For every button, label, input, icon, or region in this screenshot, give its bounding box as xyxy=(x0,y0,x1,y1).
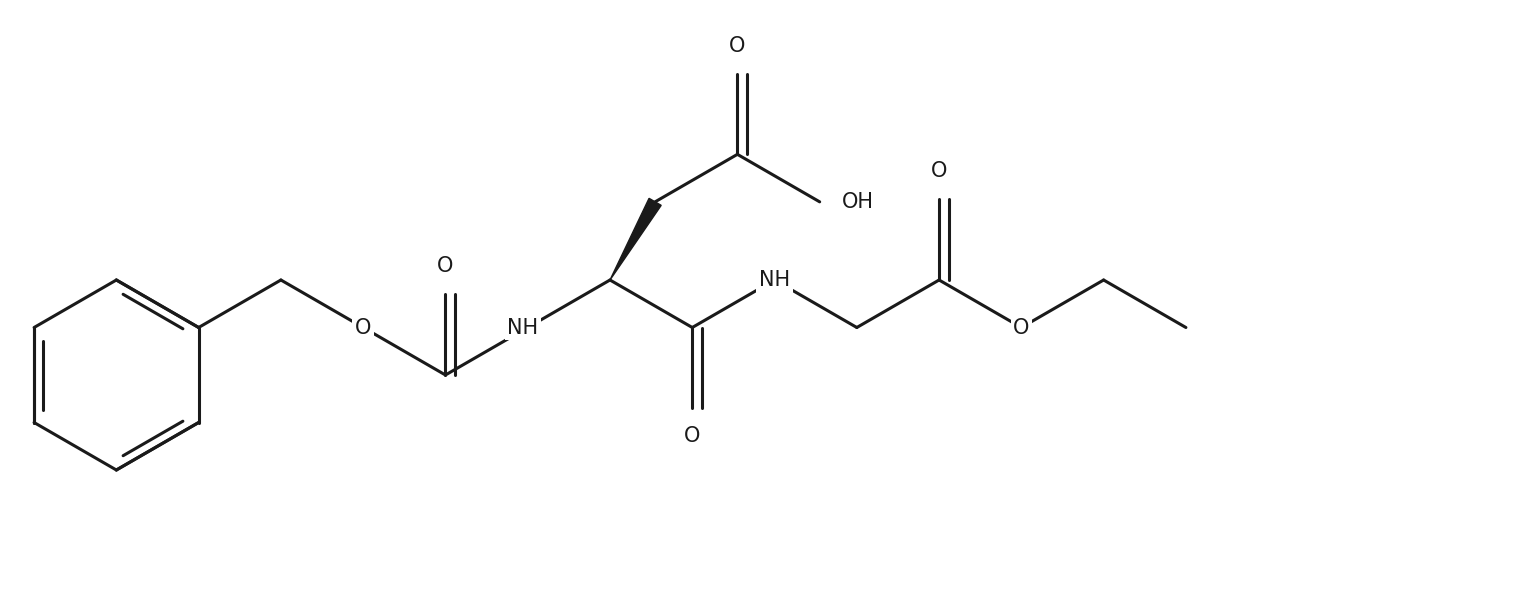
Polygon shape xyxy=(610,199,660,280)
Text: O: O xyxy=(931,161,948,181)
Text: O: O xyxy=(684,426,700,446)
Text: O: O xyxy=(1014,317,1029,337)
Text: O: O xyxy=(730,35,745,56)
Text: O: O xyxy=(355,317,372,337)
Text: O: O xyxy=(438,256,453,276)
Text: NH: NH xyxy=(507,317,538,337)
Text: OH: OH xyxy=(842,192,874,212)
Text: NH: NH xyxy=(759,270,790,290)
